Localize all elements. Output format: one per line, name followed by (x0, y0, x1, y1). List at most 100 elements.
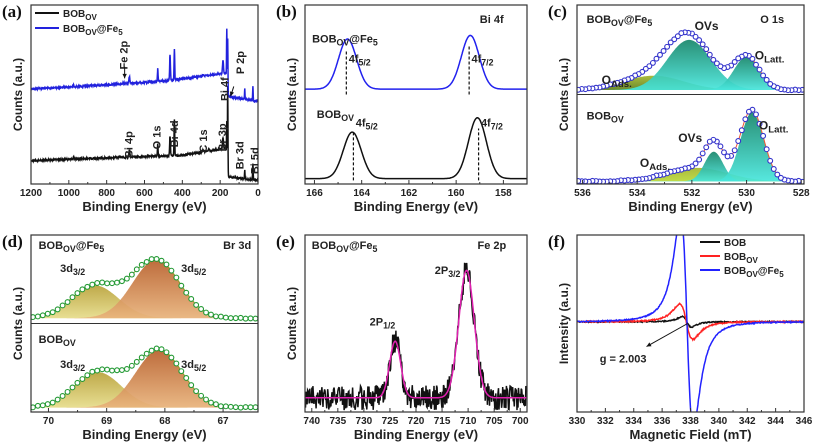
x-tick-label: 715 (434, 416, 451, 427)
series-line (31, 28, 258, 104)
annotation: Bi 4f (480, 14, 504, 26)
panel-label: (b) (276, 2, 297, 21)
annotation-arrow (646, 323, 688, 347)
x-tick-label: 720 (408, 416, 425, 427)
x-tick-label: 68 (159, 416, 171, 427)
series-line (305, 117, 527, 180)
data-point (59, 302, 66, 309)
data-point (753, 61, 759, 68)
data-point (227, 403, 234, 410)
data-point (114, 279, 120, 286)
series-line (31, 85, 258, 183)
data-point (217, 313, 224, 320)
data-point (133, 266, 140, 273)
x-tick-label: 600 (136, 188, 153, 199)
annotation: 3d5/2 (181, 359, 206, 373)
x-tick-label: 740 (303, 416, 320, 427)
panel-a: 1200 1000 800 600 400 200 0 Binding Energy (eV)… (2, 2, 261, 214)
annotation: Br 3d (223, 240, 251, 252)
x-tick-label: 800 (98, 188, 115, 199)
data-point (109, 280, 116, 287)
data-point (203, 309, 210, 316)
data-point (692, 33, 699, 40)
plot-frame (576, 4, 805, 185)
data-point (660, 48, 667, 54)
x-tick-label: 200 (212, 188, 229, 199)
data-point (138, 354, 145, 361)
data-point (39, 312, 46, 319)
x-tick-label: 334 (625, 416, 642, 427)
x-tick-label: 164 (353, 188, 370, 199)
data-point (208, 399, 214, 406)
data-point (657, 51, 663, 58)
data-point (577, 177, 582, 184)
data-point (237, 404, 244, 411)
panel-label: (d) (2, 232, 23, 251)
panel-e: 740 735 730 725 720 715 710 705 700 Binding Energ… (276, 232, 529, 442)
data-point (128, 271, 135, 278)
data-point (94, 280, 101, 286)
data-point (242, 404, 249, 410)
y-axis-label: Counts (a.u.) (557, 58, 571, 131)
data-point (756, 66, 763, 73)
data-point (79, 286, 86, 293)
data-point (193, 388, 200, 395)
data-point (227, 315, 234, 322)
data-point (208, 311, 214, 318)
annotation: 3d3/2 (60, 263, 85, 277)
x-tick-label: 700 (512, 416, 529, 427)
data-point (148, 256, 155, 263)
x-axis-label: Binding Energy (eV) (628, 199, 752, 214)
data-point (34, 402, 41, 409)
data-point (183, 289, 190, 296)
legend-item: BOBOV@Fe5 (35, 24, 123, 37)
plot-area (31, 255, 258, 411)
x-tick-label: 338 (682, 416, 699, 427)
data-point (203, 396, 210, 403)
x-tick-label: 536 (574, 188, 591, 199)
data-point (49, 399, 56, 406)
data-point (123, 275, 130, 282)
annotation: O 1s (152, 126, 164, 150)
data-point (724, 153, 731, 160)
annotation: g = 2.003 (600, 353, 647, 365)
data-point (767, 80, 774, 87)
annotation: 4f5/2 (349, 53, 371, 67)
data-point (232, 315, 239, 322)
annotation: OLatt. (759, 118, 789, 135)
data-point (118, 367, 125, 373)
legend-item: BOBOV (35, 9, 97, 22)
data-point (54, 306, 61, 313)
x-tick-label: 400 (174, 188, 191, 199)
annotation: 2P3/2 (435, 265, 461, 279)
data-point (109, 367, 116, 374)
data-point (749, 55, 756, 62)
data-point (738, 127, 745, 134)
data-point (39, 402, 46, 409)
annotation: BOBOV@Fe5 (39, 240, 105, 254)
x-tick-label: 160 (448, 188, 465, 199)
data-point (158, 346, 165, 353)
plot-frame (304, 4, 528, 185)
data-point (178, 368, 185, 375)
data-point (153, 255, 160, 262)
data-point (198, 392, 205, 399)
legend-label: BOBOV@Fe5 (724, 266, 784, 279)
data-point (774, 171, 781, 178)
fit-component-area (31, 350, 258, 408)
data-point (133, 358, 140, 365)
annotation: Fe 2p (119, 40, 131, 69)
data-point (118, 278, 125, 285)
data-point (173, 360, 180, 367)
data-point (123, 366, 130, 372)
series-line (305, 269, 527, 399)
plot-frame (576, 234, 805, 413)
data-point (89, 281, 96, 288)
data-point (99, 366, 106, 373)
data-point (59, 393, 66, 399)
fit-component-area (577, 39, 804, 91)
data-point (678, 30, 685, 37)
annotation: 4f7/2 (481, 118, 503, 132)
legend-label: BOB (724, 238, 746, 249)
annotation: OAds. (602, 73, 632, 90)
